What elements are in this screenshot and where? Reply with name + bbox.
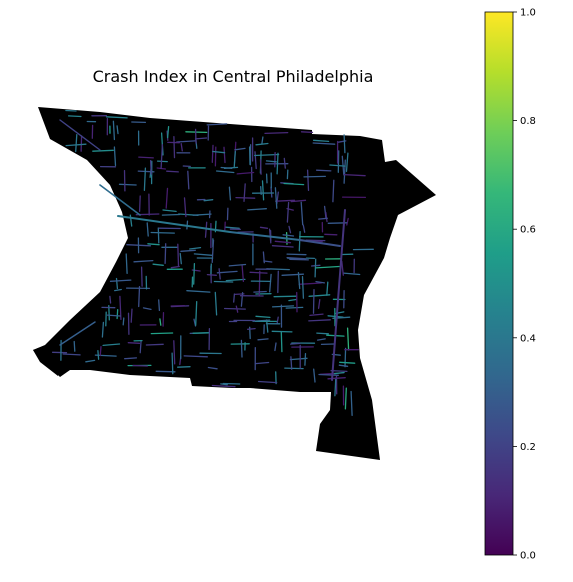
colorbar-tick-label: 0.4 xyxy=(520,333,536,344)
colorbar-gradient xyxy=(485,12,513,555)
colorbar-tick-label: 0.0 xyxy=(520,551,536,562)
colorbar-tick-label: 0.6 xyxy=(520,225,536,236)
colorbar-ticks: 0.0 0.2 0.4 0.6 0.8 1.0 xyxy=(513,8,536,562)
colorbar-tick-label: 1.0 xyxy=(520,8,536,19)
colorbar-tick-label: 0.2 xyxy=(520,442,536,453)
colorbar-tick-label: 0.8 xyxy=(520,116,536,127)
